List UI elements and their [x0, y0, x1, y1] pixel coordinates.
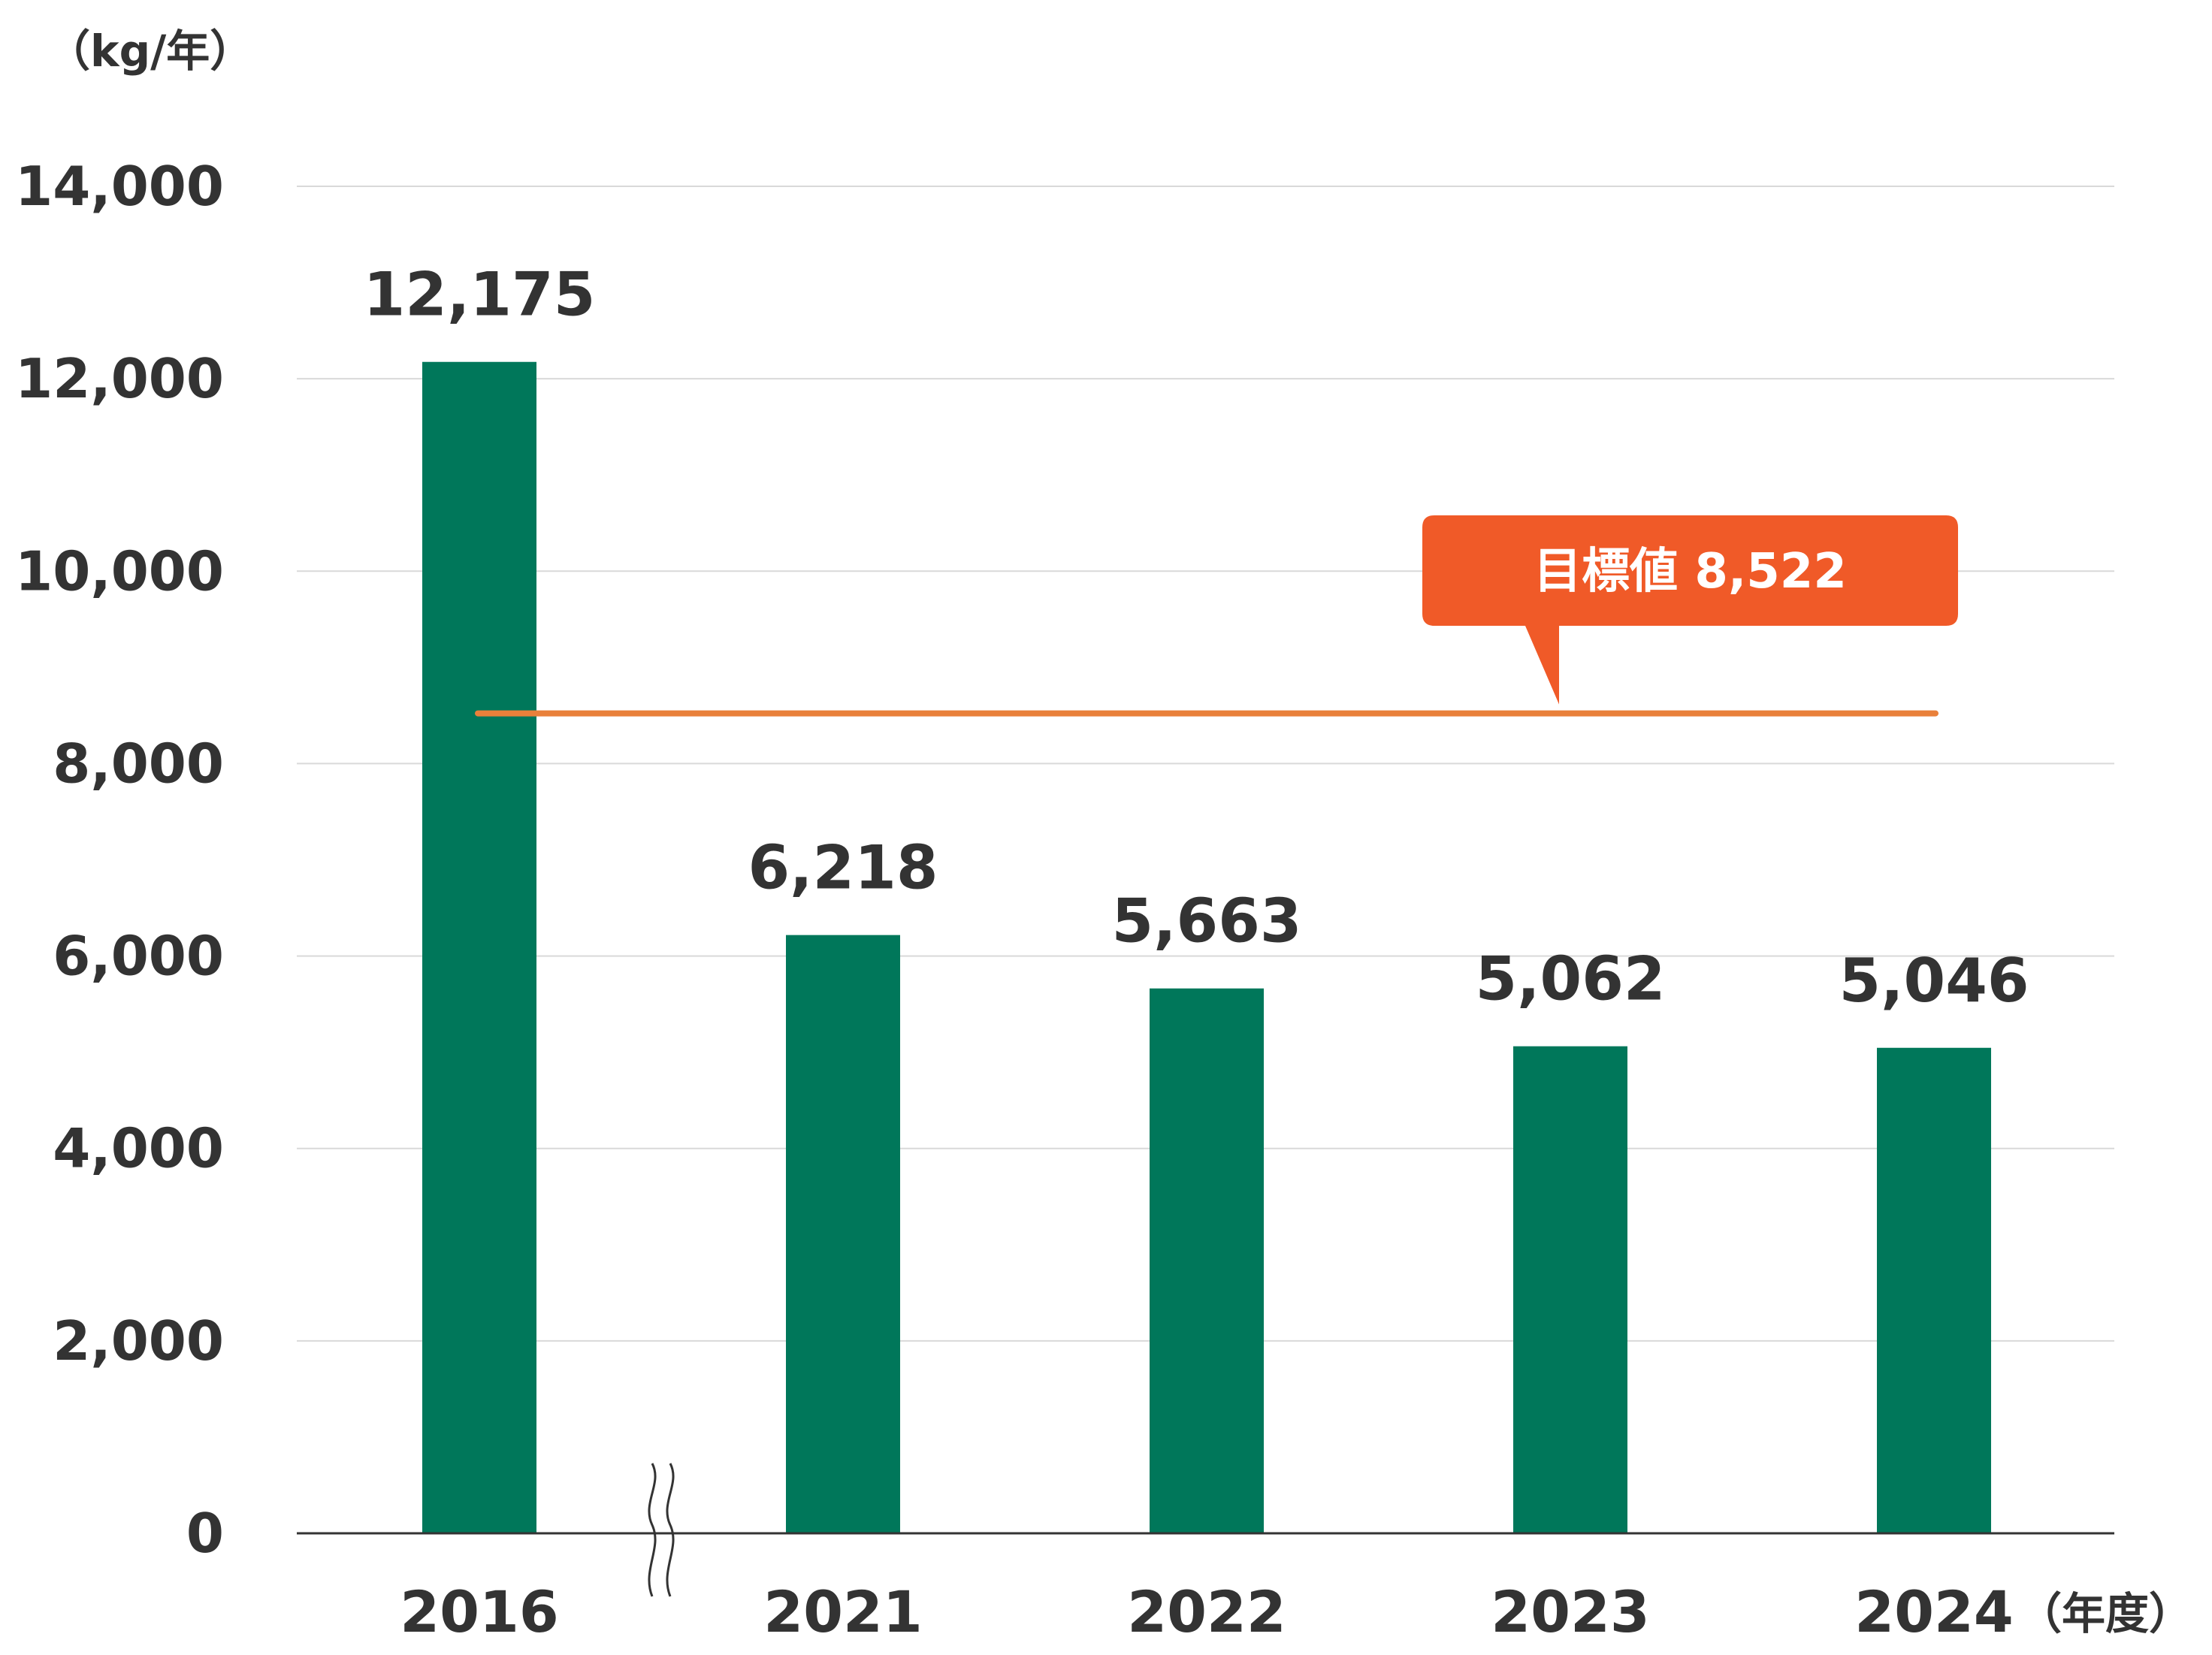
- bar: [422, 361, 536, 1533]
- y-tick-label: 10,000: [15, 539, 224, 603]
- x-axis-unit-label: （年度）: [2018, 1588, 2192, 1639]
- gridlines: [297, 186, 2114, 1342]
- x-axis-categories: 2016 2021 2022 2023 2024: [400, 1578, 2014, 1645]
- axis-break-icon: [648, 1463, 675, 1597]
- bar: [1513, 1046, 1627, 1533]
- y-tick-label: 4,000: [53, 1117, 224, 1180]
- y-tick-label: 12,000: [15, 347, 224, 410]
- data-label: 5,062: [1475, 944, 1665, 1014]
- target-callout: 目標値 8,522: [1422, 515, 1958, 705]
- x-category-label: 2021: [763, 1578, 923, 1645]
- data-label: 5,046: [1839, 946, 2029, 1016]
- bar: [1150, 988, 1264, 1533]
- y-tick-label: 6,000: [53, 925, 224, 988]
- bar: [786, 935, 900, 1533]
- bar: [1877, 1047, 1991, 1533]
- target-callout-bubble: [1422, 515, 1958, 705]
- bars: [422, 361, 1991, 1533]
- x-category-label: 2016: [400, 1578, 559, 1645]
- y-tick-label: 0: [186, 1502, 224, 1565]
- x-category-label: 2022: [1127, 1578, 1286, 1645]
- x-category-label: 2024: [1854, 1578, 2014, 1645]
- target-label: 目標値 8,522: [1534, 544, 1847, 599]
- y-axis-unit-label: （kg/年）: [47, 26, 253, 77]
- data-label: 12,175: [364, 260, 596, 330]
- y-tick-label: 8,000: [53, 732, 224, 795]
- x-category-label: 2023: [1491, 1578, 1650, 1645]
- data-label: 5,663: [1111, 886, 1301, 956]
- y-tick-label: 14,000: [15, 155, 224, 218]
- data-labels: 12,175 6,218 5,663 5,062 5,046: [364, 260, 2029, 1016]
- axis-break-mark: [666, 1463, 675, 1597]
- axis-break-mark: [648, 1463, 657, 1597]
- y-tick-label: 2,000: [53, 1309, 224, 1373]
- data-label: 6,218: [748, 833, 938, 903]
- y-axis-ticks: 0 2,000 4,000 6,000 8,000 10,000 12,000 14,000: [15, 155, 224, 1565]
